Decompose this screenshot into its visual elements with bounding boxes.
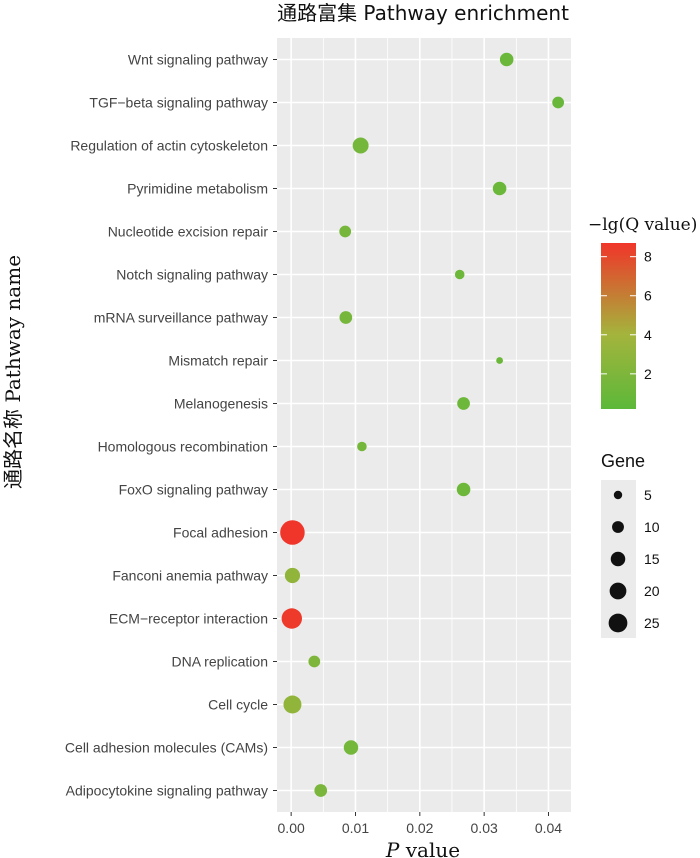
y-tick-label: Melanogenesis [174,396,268,412]
data-point [343,740,359,755]
data-point [284,567,301,584]
size-legend-dot [610,551,626,567]
color-legend-title: −lg(Q value) [588,215,697,235]
x-tick-label: 0.00 [278,820,305,836]
y-tick-label: TGF−beta signaling pathway [89,95,268,111]
x-axis-title: P value [385,838,460,858]
data-point [552,96,565,109]
data-point [281,608,302,629]
data-point [339,311,353,324]
size-legend-dot [613,490,623,500]
size-legend-dot [609,582,627,600]
size-legend-label: 15 [644,551,660,567]
y-tick-label: Cell cycle [208,697,268,713]
y-tick-label: Cell adhesion molecules (CAMs) [65,740,268,756]
color-bar-tick-label: 4 [644,327,652,343]
color-bar-tick-label: 8 [644,249,652,265]
y-tick-label: Focal adhesion [173,525,268,541]
y-tick-label: DNA replication [172,654,269,670]
y-axis: Wnt signaling pathway TGF−beta signaling … [65,52,277,799]
y-axis-title: 通路名称 Pathway name [1,255,25,489]
y-tick-label: Regulation of actin cytoskeleton [70,138,268,154]
y-tick-label: Wnt signaling pathway [128,52,268,68]
y-tick-label: ECM−receptor interaction [109,611,268,627]
y-tick-label: Nucleotide excision repair [108,224,269,240]
y-tick-label: Fanconi anemia pathway [112,568,268,584]
data-point [456,482,471,497]
size-legend-label: 25 [644,615,660,631]
data-point [496,357,503,364]
data-point [454,269,465,280]
y-tick-label: Mismatch repair [168,353,268,369]
color-bar [601,243,636,409]
color-bar-tick-label: 2 [644,366,652,382]
size-legend-dot [608,613,628,633]
size-legend-label: 10 [644,519,660,535]
data-point [457,397,470,410]
x-tick-label: 0.02 [406,820,433,836]
data-point [314,784,328,797]
x-tick-label: 0.01 [342,820,369,836]
y-tick-label: FoxO signaling pathway [119,482,268,498]
size-legend-label: 5 [644,487,652,503]
plot-panel [277,38,571,812]
data-point [352,137,369,154]
x-axis-title-rest: value [399,838,460,858]
data-point [339,225,352,238]
grid-lines [277,38,571,812]
x-axis-title-italic: P [385,838,400,858]
x-tick-label: 0.03 [471,820,498,836]
data-point [280,520,305,545]
data-point [283,695,302,714]
color-legend: −lg(Q value) 2 4 6 8 [588,215,697,409]
y-tick-label: Adipocytokine signaling pathway [66,783,268,799]
color-bar-tick-label: 6 [644,288,652,304]
data-point [308,655,321,668]
x-tick-label: 0.04 [535,820,562,836]
y-tick-label: Pyrimidine metabolism [127,181,268,197]
chart-title: 通路富集 Pathway enrichment [277,1,569,25]
data-points [280,52,565,797]
data-point [357,441,367,452]
data-point [492,181,507,196]
y-tick-label: Notch signaling pathway [116,267,268,283]
size-legend-title: Gene [601,451,645,471]
y-tick-label: Homologous recombination [98,439,268,455]
size-legend-label: 20 [644,583,660,599]
size-legend: Gene 5 10 15 20 25 [601,451,660,638]
size-legend-dot [612,521,624,533]
x-axis: 0.00 0.01 0.02 0.03 0.04 [278,812,562,836]
data-point [499,52,514,67]
y-tick-label: mRNA surveillance pathway [94,310,268,326]
